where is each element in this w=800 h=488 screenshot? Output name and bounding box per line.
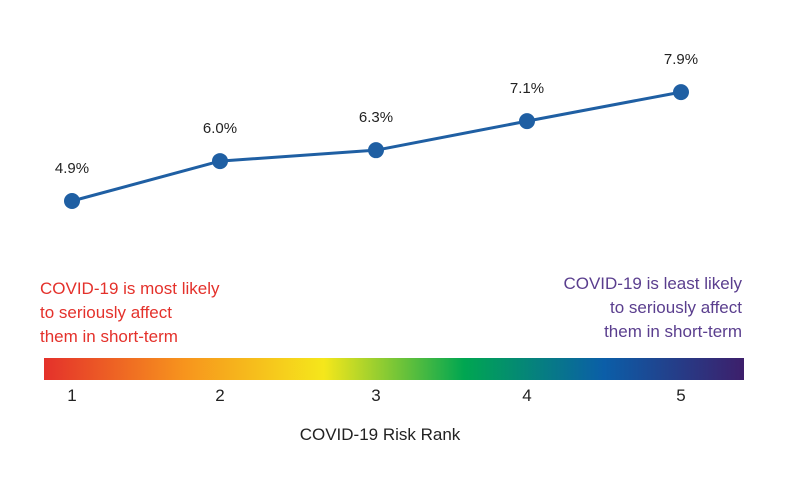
x-tick-label-4: 4: [522, 386, 531, 405]
data-label-2: 6.0%: [203, 120, 237, 137]
data-label-1: 4.9%: [55, 160, 89, 177]
data-point-4: [519, 113, 535, 130]
x-tick-label-3: 3: [371, 386, 380, 405]
x-axis-label: COVID-19 Risk Rank: [300, 425, 461, 444]
data-point-3: [368, 142, 384, 159]
most-likely-line-3: them in short-term: [40, 327, 178, 346]
data-label-4: 7.1%: [510, 80, 544, 97]
most-likely-line-1: COVID-19 is most likely: [40, 279, 220, 298]
least-likely-line-3: them in short-term: [604, 322, 742, 341]
risk-gradient-bar: [44, 358, 744, 380]
data-label-5: 7.9%: [664, 51, 698, 68]
x-tick-label-5: 5: [676, 386, 685, 405]
data-point-5: [673, 84, 689, 101]
most-likely-annotation: COVID-19 is most likely to seriously aff…: [40, 277, 280, 349]
data-point-2: [212, 153, 228, 170]
least-likely-annotation: COVID-19 is least likely to seriously af…: [490, 272, 742, 344]
data-label-3: 6.3%: [359, 109, 393, 126]
data-point-1: [64, 193, 80, 209]
least-likely-line-2: to seriously affect: [610, 298, 742, 317]
most-likely-line-2: to seriously affect: [40, 303, 172, 322]
x-tick-label-1: 1: [67, 386, 76, 405]
least-likely-line-1: COVID-19 is least likely: [563, 274, 742, 293]
x-tick-label-2: 2: [215, 386, 224, 405]
